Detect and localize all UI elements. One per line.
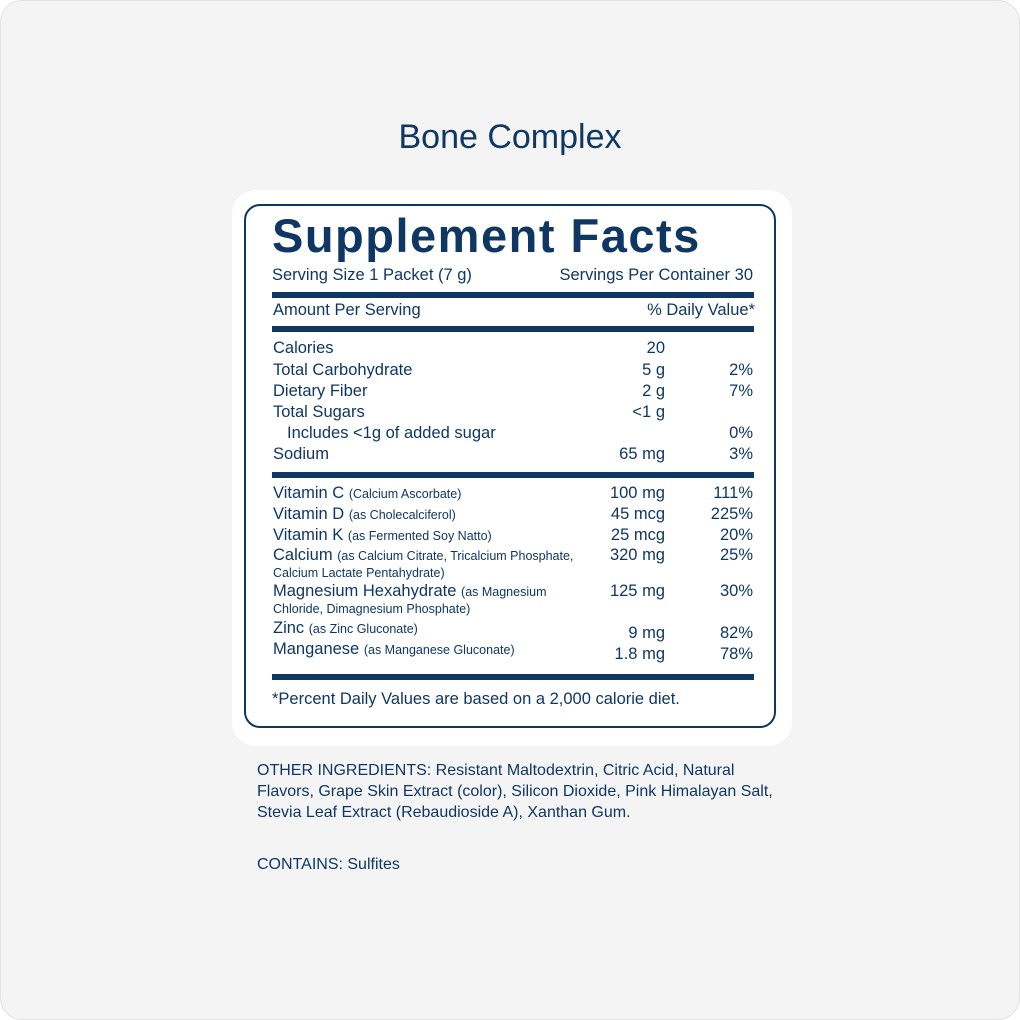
nutrient-amount: 65 mg — [619, 445, 665, 463]
product-title: Bone Complex — [398, 118, 622, 156]
divider-bar — [272, 674, 754, 680]
footnote: *Percent Daily Values are based on a 2,0… — [272, 690, 680, 708]
vitamin-amount: 25 mcg — [610, 526, 665, 544]
vitamin-daily-value: 82% — [719, 624, 753, 642]
nutrient-name: Includes <1g of added sugar — [287, 424, 496, 442]
vitamin-amount: 9 mg — [628, 624, 665, 642]
nutrient-amount: 5 g — [642, 361, 665, 379]
nutrient-amount: 20 — [646, 339, 665, 357]
vitamin-name: Zinc — [273, 619, 305, 637]
divider-bar — [272, 472, 754, 478]
vitamin-daily-value: 225% — [710, 505, 753, 523]
vitamin-daily-value: 78% — [719, 645, 753, 663]
vitamin-daily-value: 30% — [719, 582, 753, 600]
vitamin-source: (as Zinc Gluconate) — [308, 622, 418, 636]
nutrient-amount: <1 g — [632, 403, 665, 421]
vitamin-name: Magnesium Hexahydrate — [273, 582, 457, 600]
vitamin-name: Vitamin K — [273, 526, 344, 544]
vitamin-daily-value: 25% — [719, 546, 753, 564]
amount-per-serving: Amount Per Serving — [273, 301, 421, 319]
vitamin-source: (as Calcium Citrate, Tricalcium Phosphat… — [273, 549, 574, 580]
vitamin-name: Vitamin D — [273, 505, 345, 523]
nutrient-name: Sodium — [273, 445, 329, 463]
vitamin-source: (Calcium Ascorbate) — [348, 487, 462, 501]
nutrient-daily-value: 3% — [729, 445, 753, 463]
supplement-facts-panel — [244, 204, 776, 728]
vitamin-daily-value: 20% — [719, 526, 753, 544]
divider-bar — [272, 292, 754, 298]
vitamin-name: Manganese — [273, 640, 360, 658]
servings-per-container: Servings Per Container 30 — [559, 266, 753, 284]
vitamin-daily-value: 111% — [713, 484, 753, 502]
nutrient-daily-value: 0% — [729, 424, 753, 442]
nutrient-name: Total Sugars — [273, 403, 365, 421]
nutrient-name: Dietary Fiber — [273, 382, 368, 400]
vitamin-source: (as Fermented Soy Natto) — [347, 529, 492, 543]
contains-allergens: CONTAINS: Sulfites — [257, 856, 400, 873]
daily-value-header: % Daily Value* — [647, 301, 755, 319]
vitamin-row: Vitamin D (as Cholecalciferol) — [273, 506, 456, 523]
vitamin-name: Calcium — [273, 546, 333, 564]
vitamin-row: Magnesium Hexahydrate (as Magnesium Chlo… — [273, 583, 593, 617]
vitamin-amount: 125 mg — [609, 582, 665, 600]
other-ingredients: OTHER INGREDIENTS: Resistant Maltodextri… — [257, 762, 773, 821]
nutrient-daily-value: 2% — [729, 361, 753, 379]
vitamin-row: Zinc (as Zinc Gluconate) — [273, 620, 418, 637]
vitamin-row: Calcium (as Calcium Citrate, Tricalcium … — [273, 547, 593, 581]
facts-heading: Supplement Facts — [272, 209, 701, 262]
vitamin-amount: 45 mcg — [610, 505, 665, 523]
nutrient-daily-value: 7% — [729, 382, 753, 400]
vitamin-amount: 320 mg — [609, 546, 665, 564]
nutrient-name: Total Carbohydrate — [273, 361, 413, 379]
serving-size: Serving Size 1 Packet (7 g) — [272, 266, 472, 284]
vitamin-name: Vitamin C — [273, 484, 345, 502]
vitamin-source: (as Magnesium Chloride, Dimagnesium Phos… — [273, 585, 547, 616]
vitamin-row: Vitamin C (Calcium Ascorbate) — [273, 485, 461, 502]
vitamin-amount: 100 mg — [609, 484, 665, 502]
nutrient-name: Calories — [273, 339, 334, 357]
vitamin-amount: 1.8 mg — [614, 645, 665, 663]
vitamin-row: Vitamin K (as Fermented Soy Natto) — [273, 527, 492, 544]
divider-bar — [272, 326, 754, 332]
vitamin-row: Manganese (as Manganese Gluconate) — [273, 641, 515, 658]
vitamin-source: (as Cholecalciferol) — [348, 508, 456, 522]
nutrient-amount: 2 g — [642, 382, 665, 400]
vitamin-source: (as Manganese Gluconate) — [363, 643, 515, 657]
label-card — [232, 190, 792, 746]
